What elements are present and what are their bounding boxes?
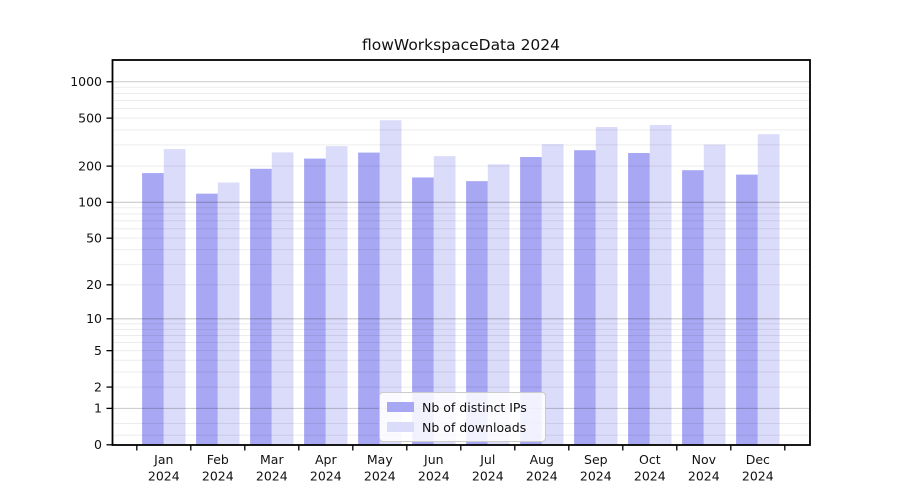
x-tick-label-jan: Jan 2024 — [148, 452, 180, 484]
x-tick-label-apr: Apr 2024 — [310, 452, 342, 484]
y-tick-label-50: 50 — [86, 230, 102, 245]
legend-swatch-distinct-ips — [387, 401, 414, 413]
legend-label-distinct-ips: Nb of distinct IPs — [422, 399, 527, 415]
x-tick-label-dec: Dec 2024 — [742, 452, 774, 484]
legend-label-downloads: Nb of downloads — [422, 419, 527, 435]
y-tick-label-1: 1 — [94, 401, 102, 416]
x-tick-label-oct: Oct 2024 — [634, 452, 666, 484]
bar-downloads-may — [379, 120, 402, 446]
bar-distinct-ips-oct — [628, 152, 650, 445]
bar-distinct-ips-feb — [196, 193, 218, 445]
x-tick-label-feb: Feb 2024 — [202, 452, 234, 484]
bar-downloads-apr — [325, 146, 348, 445]
x-tick-label-sep: Sep 2024 — [580, 452, 612, 484]
bar-distinct-ips-may — [358, 152, 380, 445]
bar-downloads-jul — [487, 164, 510, 445]
x-tick-label-nov: Nov 2024 — [688, 452, 720, 484]
x-tick-label-jun: Jun 2024 — [418, 452, 450, 484]
legend: Nb of distinct IPs Nb of downloads — [379, 392, 546, 442]
bar-distinct-ips-jul — [466, 181, 488, 445]
bar-downloads-mar — [271, 152, 294, 445]
bar-downloads-feb — [217, 182, 240, 445]
bar-downloads-jun — [433, 156, 456, 445]
y-tick-label-200: 200 — [78, 158, 102, 173]
x-tick-label-mar: Mar 2024 — [256, 452, 288, 484]
bar-distinct-ips-aug — [520, 157, 542, 445]
bar-downloads-aug — [541, 144, 564, 446]
bar-downloads-dec — [757, 134, 780, 445]
bar-distinct-ips-apr — [304, 158, 326, 445]
x-tick-label-may: May 2024 — [364, 452, 396, 484]
legend-item-downloads: Nb of downloads — [387, 417, 537, 437]
y-tick-label-1000: 1000 — [70, 74, 102, 89]
y-tick-label-2: 2 — [94, 379, 102, 394]
x-tick-label-aug: Aug 2024 — [526, 452, 558, 484]
bar-downloads-jan — [163, 149, 186, 445]
legend-swatch-downloads — [387, 421, 414, 433]
y-tick-label-10: 10 — [86, 311, 102, 326]
chart-title: flowWorkspaceData 2024 — [361, 36, 561, 54]
y-tick-label-20: 20 — [86, 277, 102, 292]
bar-distinct-ips-nov — [682, 170, 704, 445]
bar-downloads-nov — [703, 144, 726, 445]
bar-distinct-ips-mar — [250, 168, 272, 445]
y-tick-label-500: 500 — [78, 110, 102, 125]
bar-downloads-sep — [595, 127, 618, 445]
y-tick-label-5: 5 — [94, 343, 102, 358]
bar-distinct-ips-sep — [574, 150, 596, 445]
bar-downloads-oct — [649, 124, 672, 445]
y-tick-label-0: 0 — [94, 437, 102, 452]
legend-item-distinct-ips: Nb of distinct IPs — [387, 397, 537, 417]
bar-distinct-ips-jan — [142, 173, 164, 446]
bar-distinct-ips-dec — [736, 174, 758, 445]
y-tick-label-100: 100 — [78, 195, 102, 210]
x-tick-label-jul: Jul 2024 — [472, 452, 504, 484]
bar-distinct-ips-jun — [412, 177, 434, 446]
